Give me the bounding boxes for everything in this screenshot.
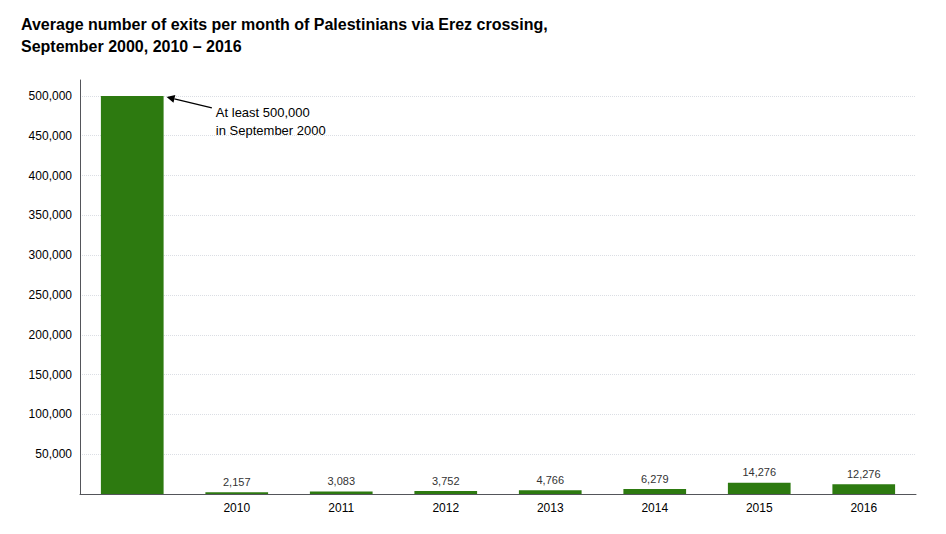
- svg-text:2013: 2013: [537, 501, 564, 515]
- svg-text:450,000: 450,000: [29, 129, 73, 143]
- svg-text:2014: 2014: [641, 501, 668, 515]
- svg-text:250,000: 250,000: [29, 288, 73, 302]
- svg-text:14,276: 14,276: [742, 466, 776, 478]
- svg-text:350,000: 350,000: [29, 208, 73, 222]
- svg-text:2015: 2015: [746, 501, 773, 515]
- svg-text:At least 500,000: At least 500,000: [216, 105, 310, 120]
- svg-text:500,000: 500,000: [29, 89, 73, 103]
- svg-text:2012: 2012: [432, 501, 459, 515]
- svg-text:150,000: 150,000: [29, 368, 73, 382]
- svg-text:Average number of exits per mo: Average number of exits per month of Pal…: [21, 16, 548, 33]
- svg-text:3,752: 3,752: [432, 475, 460, 487]
- svg-text:2,157: 2,157: [223, 476, 251, 488]
- svg-text:300,000: 300,000: [29, 248, 73, 262]
- svg-text:in September 2000: in September 2000: [216, 123, 326, 138]
- svg-text:100,000: 100,000: [29, 407, 73, 421]
- svg-text:2010: 2010: [223, 501, 250, 515]
- svg-text:3,083: 3,083: [327, 475, 355, 487]
- svg-text:50,000: 50,000: [35, 447, 72, 461]
- svg-text:2011: 2011: [328, 501, 354, 515]
- svg-text:12,276: 12,276: [847, 468, 881, 480]
- svg-text:4,766: 4,766: [536, 474, 564, 486]
- svg-text:September 2000, 2010 – 2016: September 2000, 2010 – 2016: [21, 38, 242, 55]
- svg-text:2016: 2016: [850, 501, 877, 515]
- svg-text:200,000: 200,000: [29, 328, 73, 342]
- svg-text:400,000: 400,000: [29, 169, 73, 183]
- svg-text:6,279: 6,279: [641, 473, 669, 485]
